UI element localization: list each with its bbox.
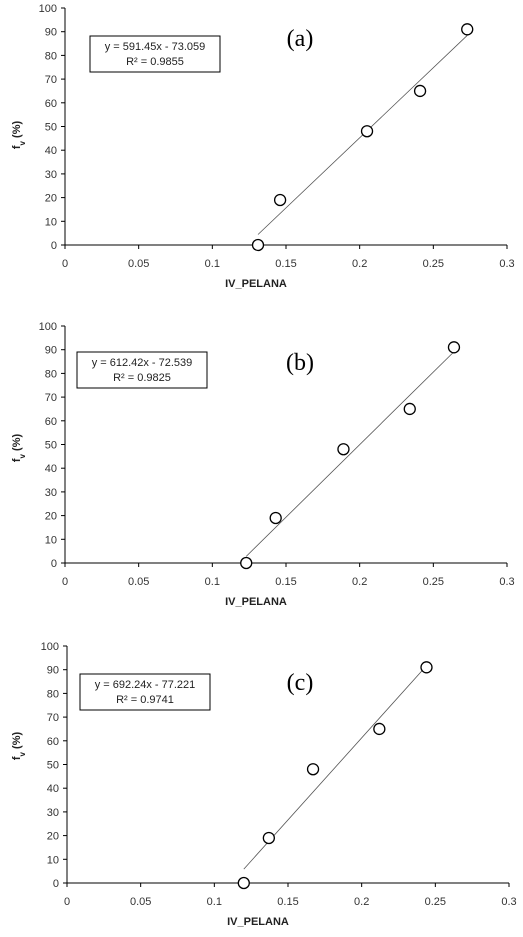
panel-label: (b) <box>286 350 314 376</box>
y-tick-label: 100 <box>41 641 59 653</box>
x-axis-label: IV_PELANA <box>225 596 287 608</box>
x-tick-label: 0.3 <box>501 896 516 908</box>
chart-3: 0 10 20 30 40 50 60 70 80 90 100 0 0.05 0.1 0.15 0.2 0.2… <box>11 641 517 928</box>
y-tick-label: 0 <box>51 240 57 252</box>
data-point <box>360 125 374 138</box>
data-point <box>237 876 250 890</box>
x-tick-label: 0.1 <box>205 576 220 588</box>
data-point <box>269 511 282 525</box>
data-point <box>461 23 474 36</box>
y-tick-label: 40 <box>47 783 59 795</box>
y-tick-label: 90 <box>45 345 57 357</box>
x-tick-label: 0.3 <box>499 258 514 270</box>
y-axis-label: fv (%) <box>11 121 27 150</box>
x-tick-label: 0.2 <box>352 576 367 588</box>
y-tick-label: 80 <box>47 688 59 700</box>
equation-box <box>76 351 208 389</box>
y-axis-label: fv (%) <box>11 434 27 463</box>
y-tick-label: 50 <box>47 760 59 772</box>
chart-1: 0 10 20 30 40 50 60 70 80 90 100 0 0.05 0.1 0.15 0.2 0.2… <box>11 3 515 290</box>
x-tick-label: 0.05 <box>128 576 149 588</box>
x-tick-label: 0 <box>62 576 68 588</box>
data-point <box>420 661 433 674</box>
data-point <box>373 722 386 736</box>
y-tick-label: 10 <box>45 216 57 228</box>
y-tick-label: 20 <box>47 831 59 843</box>
trend-equation: y = 692.24x - 77.221 <box>95 679 196 691</box>
y-tick-label: 50 <box>45 122 57 134</box>
y-tick-label: 60 <box>47 736 59 748</box>
data-point <box>403 402 416 416</box>
y-tick-label: 10 <box>47 854 59 866</box>
data-point <box>262 831 275 845</box>
x-axis-label: IV_PELANA <box>225 278 287 290</box>
trendline <box>245 351 455 557</box>
x-tick-label: 0.2 <box>354 896 369 908</box>
y-tick-label: 20 <box>45 193 57 205</box>
x-tick-label: 0.25 <box>423 258 444 270</box>
trend-equation: y = 591.45x - 73.059 <box>105 41 206 53</box>
y-tick-label: 20 <box>45 511 57 523</box>
y-tick-label: 40 <box>45 145 57 157</box>
y-tick-label: 30 <box>45 487 57 499</box>
x-axis-label: IV_PELANA <box>227 916 289 928</box>
y-tick-label: 80 <box>45 368 57 380</box>
x-tick-label: 0.15 <box>275 258 296 270</box>
x-tick-label: 0.05 <box>128 258 149 270</box>
x-tick-label: 0.1 <box>207 896 222 908</box>
x-tick-label: 0.3 <box>499 576 514 588</box>
y-tick-label: 50 <box>45 440 57 452</box>
x-tick-label: 0.15 <box>275 576 296 588</box>
r-squared: R² = 0.9855 <box>126 56 184 68</box>
y-axis-label: fv (%) <box>11 732 27 761</box>
equation-box <box>79 673 211 711</box>
y-tick-label: 60 <box>45 416 57 428</box>
x-tick-label: 0.25 <box>425 896 446 908</box>
r-squared: R² = 0.9741 <box>116 694 174 706</box>
data-point <box>240 556 253 570</box>
y-tick-label: 30 <box>45 169 57 181</box>
chart-2: 0 10 20 30 40 50 60 70 80 90 100 0 0.05 0.1 0.15 0.2 0.2… <box>11 321 515 608</box>
y-tick-label: 70 <box>47 712 59 724</box>
y-tick-label: 70 <box>45 392 57 404</box>
x-tick-label: 0.1 <box>205 258 220 270</box>
y-tick-label: 70 <box>45 74 57 86</box>
y-tick-label: 0 <box>51 558 57 570</box>
data-point <box>273 193 287 207</box>
y-tick-label: 100 <box>39 3 57 15</box>
panel-label: (a) <box>287 26 314 52</box>
y-tick-label: 0 <box>53 878 59 890</box>
r-squared: R² = 0.9825 <box>113 372 171 384</box>
x-tick-label: 0.05 <box>130 896 151 908</box>
x-tick-label: 0.25 <box>423 576 444 588</box>
y-tick-label: 30 <box>47 807 59 819</box>
data-point <box>337 443 350 456</box>
x-tick-label: 0.15 <box>277 896 298 908</box>
y-tick-label: 80 <box>45 50 57 62</box>
y-tick-label: 90 <box>47 665 59 677</box>
y-tick-label: 90 <box>45 27 57 39</box>
equation-box <box>89 35 221 73</box>
y-tick-label: 10 <box>45 534 57 546</box>
data-point <box>447 341 461 354</box>
data-point <box>413 84 427 98</box>
y-tick-label: 60 <box>45 98 57 110</box>
y-tick-label: 40 <box>45 463 57 475</box>
x-tick-label: 0 <box>62 258 68 270</box>
y-tick-label: 100 <box>39 321 57 333</box>
data-point <box>306 763 320 776</box>
data-point <box>251 238 265 252</box>
panel-label: (c) <box>287 670 314 696</box>
x-tick-label: 0.2 <box>352 258 367 270</box>
trend-equation: y = 612.42x - 72.539 <box>92 357 193 369</box>
x-tick-label: 0 <box>64 896 70 908</box>
